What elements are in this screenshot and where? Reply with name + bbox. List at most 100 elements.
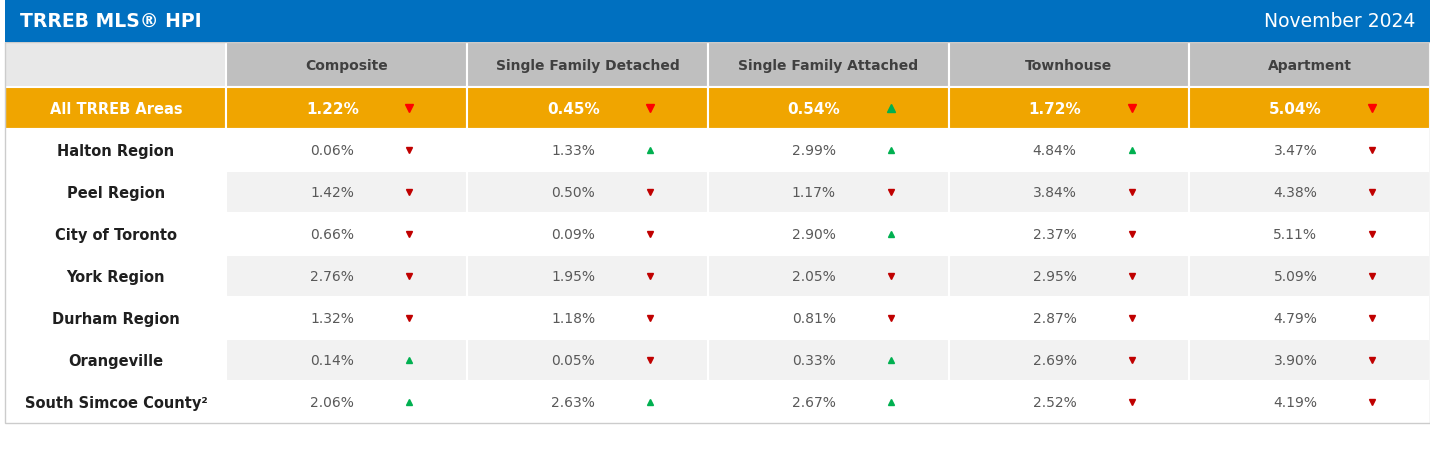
FancyBboxPatch shape	[1190, 214, 1430, 256]
Text: 1.72%: 1.72%	[1028, 101, 1081, 116]
FancyBboxPatch shape	[468, 214, 708, 256]
Text: 4.84%: 4.84%	[1032, 144, 1077, 158]
Text: 3.47%: 3.47%	[1274, 144, 1317, 158]
Text: 5.04%: 5.04%	[1268, 101, 1321, 116]
Text: 2.69%: 2.69%	[1032, 354, 1077, 368]
Text: Durham Region: Durham Region	[51, 311, 180, 326]
FancyBboxPatch shape	[226, 88, 468, 130]
FancyBboxPatch shape	[6, 340, 226, 382]
FancyBboxPatch shape	[468, 88, 708, 130]
Text: 0.54%: 0.54%	[788, 101, 841, 116]
Text: 1.95%: 1.95%	[551, 270, 595, 284]
Text: 1.32%: 1.32%	[310, 312, 355, 326]
FancyBboxPatch shape	[226, 172, 468, 214]
Text: 3.90%: 3.90%	[1274, 354, 1317, 368]
FancyBboxPatch shape	[708, 130, 948, 172]
FancyBboxPatch shape	[948, 256, 1190, 298]
Text: 3.84%: 3.84%	[1032, 186, 1077, 200]
FancyBboxPatch shape	[6, 214, 226, 256]
Text: York Region: York Region	[67, 269, 164, 284]
Text: 1.18%: 1.18%	[551, 312, 595, 326]
Text: 2.87%: 2.87%	[1032, 312, 1077, 326]
FancyBboxPatch shape	[1190, 382, 1430, 423]
Text: 2.90%: 2.90%	[792, 228, 837, 242]
FancyBboxPatch shape	[6, 172, 226, 214]
FancyBboxPatch shape	[468, 298, 708, 340]
Text: 5.09%: 5.09%	[1274, 270, 1317, 284]
Text: TRREB MLS® HPI: TRREB MLS® HPI	[20, 12, 202, 31]
FancyBboxPatch shape	[708, 340, 948, 382]
Text: November 2024: November 2024	[1264, 12, 1416, 31]
Text: 0.45%: 0.45%	[546, 101, 599, 116]
FancyBboxPatch shape	[1190, 88, 1430, 130]
Text: All TRREB Areas: All TRREB Areas	[50, 101, 182, 116]
Text: Townhouse: Townhouse	[1025, 59, 1113, 72]
FancyBboxPatch shape	[468, 382, 708, 423]
Text: 4.38%: 4.38%	[1274, 186, 1317, 200]
Text: Apartment: Apartment	[1267, 59, 1351, 72]
FancyBboxPatch shape	[948, 172, 1190, 214]
Text: 0.50%: 0.50%	[552, 186, 595, 200]
Text: 2.63%: 2.63%	[551, 396, 595, 410]
FancyBboxPatch shape	[468, 130, 708, 172]
FancyBboxPatch shape	[6, 382, 226, 423]
Text: 2.06%: 2.06%	[310, 396, 355, 410]
Text: 5.11%: 5.11%	[1273, 228, 1317, 242]
FancyBboxPatch shape	[948, 130, 1190, 172]
Text: 2.95%: 2.95%	[1032, 270, 1077, 284]
FancyBboxPatch shape	[948, 214, 1190, 256]
FancyBboxPatch shape	[226, 43, 468, 88]
FancyBboxPatch shape	[468, 256, 708, 298]
FancyBboxPatch shape	[708, 172, 948, 214]
FancyBboxPatch shape	[1190, 256, 1430, 298]
Text: 0.09%: 0.09%	[551, 228, 595, 242]
FancyBboxPatch shape	[708, 382, 948, 423]
FancyBboxPatch shape	[6, 130, 226, 172]
FancyBboxPatch shape	[708, 88, 948, 130]
FancyBboxPatch shape	[226, 130, 468, 172]
FancyBboxPatch shape	[1190, 298, 1430, 340]
FancyBboxPatch shape	[948, 340, 1190, 382]
FancyBboxPatch shape	[226, 214, 468, 256]
FancyBboxPatch shape	[708, 214, 948, 256]
Text: Peel Region: Peel Region	[67, 185, 164, 200]
Text: 0.05%: 0.05%	[552, 354, 595, 368]
FancyBboxPatch shape	[948, 88, 1190, 130]
Text: 2.52%: 2.52%	[1032, 396, 1077, 410]
Text: 0.14%: 0.14%	[310, 354, 355, 368]
Text: City of Toronto: City of Toronto	[54, 227, 177, 242]
FancyBboxPatch shape	[6, 298, 226, 340]
Text: Single Family Detached: Single Family Detached	[496, 59, 679, 72]
FancyBboxPatch shape	[1190, 43, 1430, 88]
Text: Halton Region: Halton Region	[57, 143, 174, 158]
Text: Composite: Composite	[305, 59, 388, 72]
Text: 2.99%: 2.99%	[792, 144, 837, 158]
Text: 4.79%: 4.79%	[1274, 312, 1317, 326]
FancyBboxPatch shape	[6, 43, 226, 88]
Text: 1.22%: 1.22%	[306, 101, 359, 116]
FancyBboxPatch shape	[1190, 340, 1430, 382]
FancyBboxPatch shape	[226, 382, 468, 423]
FancyBboxPatch shape	[708, 256, 948, 298]
Text: Single Family Attached: Single Family Attached	[738, 59, 918, 72]
FancyBboxPatch shape	[226, 340, 468, 382]
FancyBboxPatch shape	[1190, 172, 1430, 214]
Text: 2.76%: 2.76%	[310, 270, 355, 284]
Text: 1.33%: 1.33%	[551, 144, 595, 158]
Text: 2.67%: 2.67%	[792, 396, 837, 410]
Text: Orangeville: Orangeville	[69, 353, 163, 368]
FancyBboxPatch shape	[226, 256, 468, 298]
FancyBboxPatch shape	[6, 256, 226, 298]
Text: 1.17%: 1.17%	[792, 186, 837, 200]
FancyBboxPatch shape	[468, 43, 708, 88]
Text: 0.33%: 0.33%	[792, 354, 835, 368]
FancyBboxPatch shape	[1190, 130, 1430, 172]
FancyBboxPatch shape	[948, 382, 1190, 423]
FancyBboxPatch shape	[948, 43, 1190, 88]
FancyBboxPatch shape	[708, 43, 948, 88]
Text: 0.06%: 0.06%	[310, 144, 355, 158]
Text: 0.81%: 0.81%	[792, 312, 837, 326]
FancyBboxPatch shape	[468, 172, 708, 214]
Text: 2.05%: 2.05%	[792, 270, 835, 284]
FancyBboxPatch shape	[708, 298, 948, 340]
